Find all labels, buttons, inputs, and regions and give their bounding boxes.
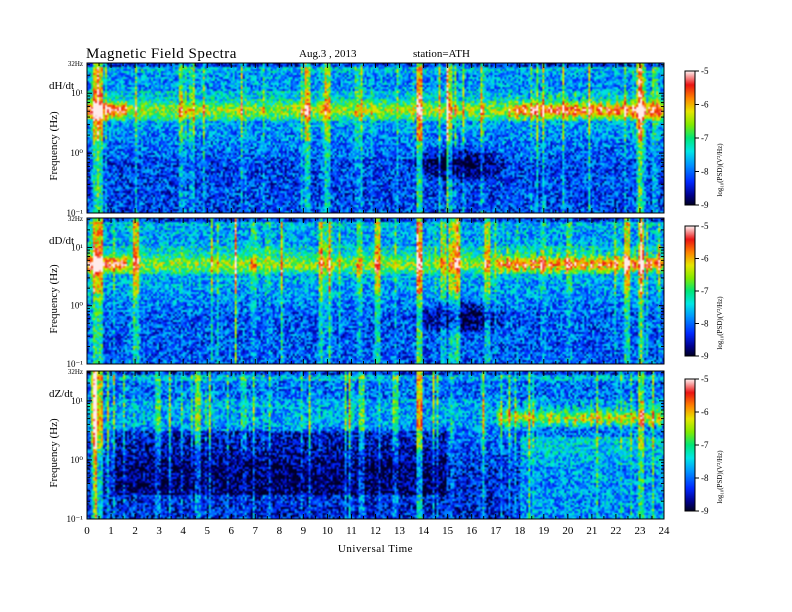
x-tick-label: 18 bbox=[514, 525, 526, 537]
panel-label: dZ/dt bbox=[49, 388, 73, 400]
x-tick-label: 8 bbox=[277, 525, 283, 537]
colorbar-tick-label: -9 bbox=[701, 351, 709, 361]
colorbar-tick-label: -5 bbox=[701, 374, 709, 384]
x-tick-label: 20 bbox=[562, 525, 574, 537]
x-tick-label: 23 bbox=[634, 525, 646, 537]
station-label: station=ATH bbox=[413, 48, 470, 60]
colorbar-tick-label: -5 bbox=[701, 66, 709, 76]
x-tick-label: 11 bbox=[346, 525, 357, 537]
x-tick-label: 9 bbox=[301, 525, 307, 537]
y-axis-label: Frequency (Hz) bbox=[48, 418, 60, 488]
spectrogram-panel-dH-dt: 32Hz 10¹ 10⁰ 10⁻¹ dH/dt Frequency (Hz) -5 -6 -7 -… bbox=[48, 60, 724, 218]
colorbar-tick-label: -6 bbox=[701, 407, 709, 417]
x-tick-label: 17 bbox=[490, 525, 502, 537]
panel-label: dD/dt bbox=[49, 235, 74, 247]
x-tick-label: 5 bbox=[204, 525, 210, 537]
y-tick-label: 10⁻¹ bbox=[67, 359, 84, 369]
colorbar-label: log₁₀(PSD)(V²/Hz) bbox=[716, 143, 724, 197]
spectrogram-panel-dZ-dt: 32Hz 10¹ 10⁰ 10⁻¹ dZ/dt Frequency (Hz) -5 -6 -7 -… bbox=[48, 368, 724, 555]
x-tick-label: 7 bbox=[253, 525, 259, 537]
colorbar-label: log₁₀(PSD)(V²/Hz) bbox=[716, 296, 724, 350]
y-tick-label: 32Hz bbox=[68, 368, 83, 376]
x-tick-label: 19 bbox=[538, 525, 550, 537]
y-tick-label: 10⁰ bbox=[70, 301, 83, 311]
colorbar-tick-label: -5 bbox=[701, 221, 709, 231]
x-tick-label: 3 bbox=[156, 525, 162, 537]
colorbar-tick-label: -6 bbox=[701, 100, 709, 110]
x-tick-label: 2 bbox=[132, 525, 138, 537]
colorbar-tick-label: -6 bbox=[701, 254, 709, 264]
colorbar-tick-label: -8 bbox=[701, 473, 709, 483]
x-axis-label: Universal Time bbox=[338, 543, 413, 555]
colorbar-tick-label: -8 bbox=[701, 167, 709, 177]
x-tick-label: 13 bbox=[394, 525, 406, 537]
y-axis-label: Frequency (Hz) bbox=[48, 264, 60, 334]
y-tick-label: 10⁻¹ bbox=[67, 514, 84, 524]
x-tick-label: 12 bbox=[370, 525, 381, 537]
spectrogram-image bbox=[87, 63, 664, 213]
colorbar-label: log₁₀(PSD)(V²/Hz) bbox=[716, 450, 724, 504]
y-tick-label: 10⁰ bbox=[70, 148, 83, 158]
x-tick-label: 15 bbox=[442, 525, 454, 537]
colorbar-tick-label: -9 bbox=[701, 506, 709, 516]
colorbar bbox=[685, 71, 695, 205]
colorbar bbox=[685, 226, 695, 356]
x-tick-label: 16 bbox=[466, 525, 478, 537]
x-tick-label: 10 bbox=[322, 525, 334, 537]
x-tick-label: 4 bbox=[180, 525, 186, 537]
x-tick-label: 21 bbox=[586, 525, 597, 537]
y-tick-label: 10⁰ bbox=[70, 455, 83, 465]
spectrogram-image bbox=[87, 218, 664, 364]
colorbar-tick-label: -9 bbox=[701, 200, 709, 210]
x-tick-label: 1 bbox=[108, 525, 114, 537]
y-tick-label: 10¹ bbox=[71, 396, 83, 406]
panel-label: dH/dt bbox=[49, 80, 74, 92]
x-tick-label: 14 bbox=[418, 525, 430, 537]
x-tick-label: 6 bbox=[229, 525, 235, 537]
y-tick-label: 10¹ bbox=[71, 242, 83, 252]
y-axis-label: Frequency (Hz) bbox=[48, 111, 60, 181]
spectrogram-image bbox=[87, 371, 664, 519]
colorbar-tick-label: -7 bbox=[701, 286, 709, 296]
x-tick-label: 22 bbox=[610, 525, 621, 537]
y-tick-label: 32Hz bbox=[68, 215, 83, 223]
colorbar-tick-label: -7 bbox=[701, 133, 709, 143]
y-tick-label: 10¹ bbox=[71, 88, 83, 98]
figure-title: Magnetic Field Spectra bbox=[86, 46, 237, 62]
y-tick-label: 10⁻¹ bbox=[67, 208, 84, 218]
y-tick-label: 32Hz bbox=[68, 60, 83, 68]
colorbar bbox=[685, 379, 695, 511]
colorbar-tick-label: -7 bbox=[701, 440, 709, 450]
x-tick-label: 24 bbox=[659, 525, 671, 537]
date-label: Aug.3 , 2013 bbox=[299, 48, 357, 60]
colorbar-tick-label: -8 bbox=[701, 319, 709, 329]
spectrogram-panel-dD-dt: 32Hz 10¹ 10⁰ 10⁻¹ dD/dt Frequency (Hz) -5 -6 -7 -… bbox=[48, 215, 724, 369]
x-tick-label: 0 bbox=[84, 525, 90, 537]
